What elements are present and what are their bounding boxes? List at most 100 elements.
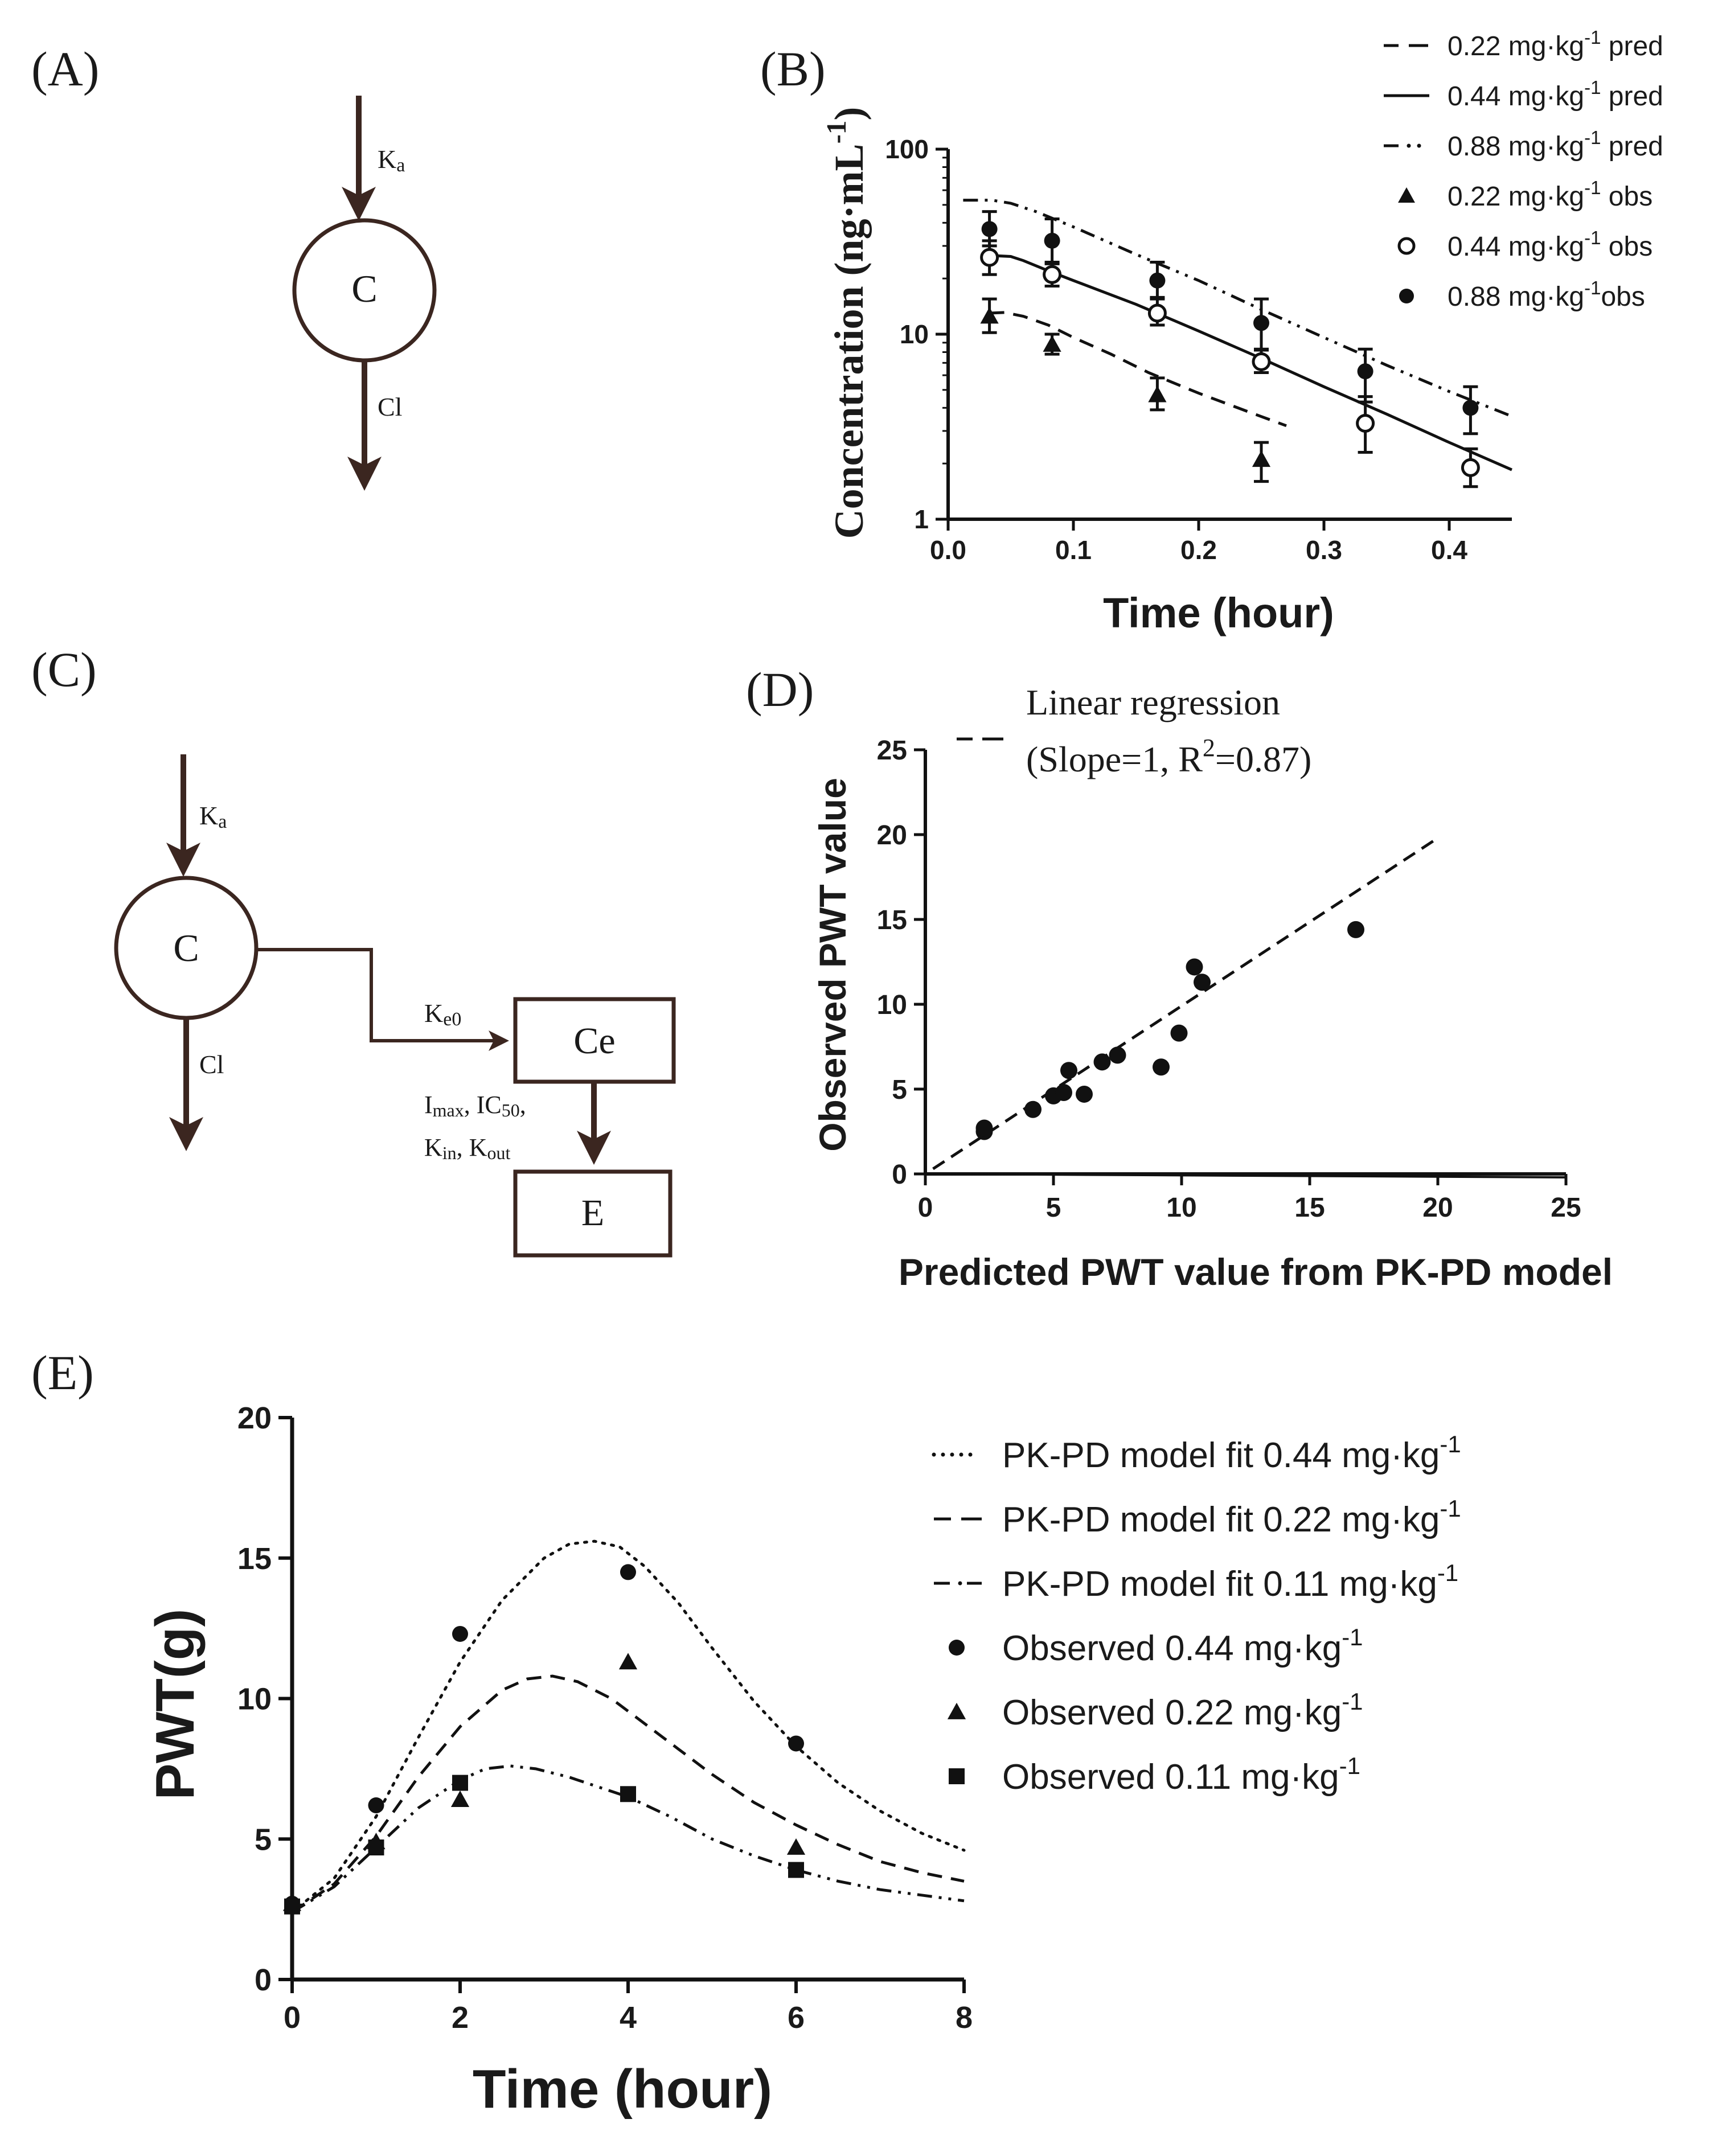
data-point (1024, 1100, 1042, 1118)
data-point (1043, 335, 1061, 352)
y-axis-title: PWT(g) (145, 1609, 206, 1800)
legend-label: 0.22 mg·kg-1 pred (1448, 27, 1663, 61)
diagram-c-cl-label: Cl (199, 1050, 224, 1079)
data-point (368, 1797, 384, 1814)
subscript: max (433, 1100, 464, 1120)
data-point (981, 221, 998, 237)
text-run: ) (826, 107, 872, 121)
data-point (452, 1775, 468, 1791)
data-point (368, 1839, 384, 1856)
x-tick-label: 6 (788, 2001, 805, 2035)
x-tick-label: 0.1 (1055, 535, 1092, 565)
legend-dot (1407, 143, 1411, 148)
y-tick-label: 20 (877, 820, 907, 851)
x-tick-label: 5 (1046, 1193, 1061, 1223)
data-point (450, 1790, 470, 1808)
legend-dot (959, 1452, 963, 1457)
legend-dot (941, 1452, 945, 1457)
data-point (788, 1862, 804, 1878)
y-tick-label: 5 (892, 1075, 907, 1105)
x-tick-label: 2 (452, 2001, 469, 2035)
legend-symbol (1397, 237, 1416, 255)
subscript: 50 (502, 1100, 520, 1120)
legend-label: Observed 0.11 mg·kg-1 (1002, 1752, 1360, 1797)
x-tick-label: 0 (918, 1193, 933, 1223)
legend-dot (950, 1452, 954, 1457)
text-run: , (520, 1091, 526, 1119)
text-run: Observed 0.22 mg·kg (1002, 1693, 1342, 1732)
chart-d: 0 5 10 15 20 25 0 5 10 15 20 25 Predicted PWT value … (811, 682, 1613, 1293)
superscript: -1 (1584, 227, 1601, 248)
text-run: pred (1601, 81, 1663, 112)
data-point (1093, 1053, 1111, 1071)
data-point (1076, 1085, 1093, 1103)
superscript: -1 (1584, 27, 1601, 48)
data-point (1149, 272, 1166, 289)
data-point (1109, 1046, 1126, 1064)
text-run: PK-PD model fit 0.11 mg·kg (1002, 1564, 1437, 1604)
diagram-c-ce-label: Ce (573, 1020, 615, 1062)
diagram-c-effect-e (513, 1169, 673, 1258)
legend-symbol (949, 1768, 965, 1784)
data-point (620, 1786, 636, 1802)
text-run: 0.22 mg·kg (1448, 182, 1584, 212)
panel-label-c: (C) (31, 642, 97, 697)
regression-line (932, 838, 1436, 1171)
diagram-c-ke0-arrow (257, 948, 509, 1051)
x-tick-label: 10 (1166, 1193, 1196, 1223)
x-tick-label: 20 (1422, 1193, 1453, 1223)
superscript: -1 (821, 121, 852, 144)
superscript: -1 (1440, 1495, 1461, 1522)
text-run: Concentration (ng·mL (826, 143, 872, 539)
data-point (1153, 1058, 1170, 1076)
x-tick-label: 0.0 (930, 535, 966, 565)
legend-marker (1397, 237, 1416, 255)
legend-marker (949, 1768, 965, 1784)
legend-symbol (1398, 187, 1415, 203)
series-line (290, 1539, 966, 1914)
y-tick-label: 0 (892, 1160, 907, 1190)
legend-symbol (1384, 143, 1421, 148)
superscript: -1 (1339, 1752, 1360, 1779)
y-tick-label: 1 (914, 504, 929, 534)
diagram-c-c-label: C (173, 926, 199, 970)
legend-label: 0.44 mg·kg-1 obs (1448, 227, 1653, 262)
legend-symbol (934, 1581, 982, 1586)
superscript: -1 (1342, 1624, 1363, 1650)
superscript: -1 (1584, 277, 1601, 298)
text-run: 0.44 mg·kg (1448, 232, 1584, 262)
text-run: , K (457, 1134, 487, 1161)
data-point (980, 307, 999, 324)
y-tick-label: 25 (877, 736, 907, 766)
y-axis-title: Observed PWT value (811, 778, 854, 1152)
diagram-a-compartment-c (292, 218, 437, 363)
text-run: obs (1601, 282, 1645, 312)
legend-symbol (1399, 289, 1414, 303)
diagram-a-c-label: C (351, 267, 377, 310)
diagram-c: C Ce E Ka Cl Ke0 Imax, IC50, Kin, Kout (114, 754, 676, 1258)
x-tick-label: 25 (1551, 1193, 1581, 1223)
superscript: 2 (1203, 734, 1215, 762)
series-line (989, 311, 1287, 428)
text-run: K (424, 1134, 442, 1161)
diagram-c-e-label: E (581, 1192, 604, 1234)
text-run: Observed 0.44 mg·kg (1002, 1629, 1342, 1668)
y-tick-label: 0 (255, 1963, 272, 1997)
legend-marker (947, 1702, 966, 1719)
text-run: obs (1601, 182, 1653, 212)
data-point (1044, 232, 1060, 249)
data-point (1462, 400, 1479, 416)
legend-dot (932, 1452, 936, 1457)
x-tick-label: 0.4 (1431, 535, 1467, 565)
y-tick-label: 100 (885, 134, 929, 164)
x-tick-label: 4 (620, 2001, 637, 2035)
data-point (1252, 450, 1271, 467)
y-tick-label: 5 (255, 1822, 272, 1857)
text-run: pred (1601, 31, 1663, 61)
series-line (989, 254, 1513, 471)
data-point (1147, 303, 1167, 323)
text-run: pred (1601, 132, 1663, 162)
data-point (788, 1735, 804, 1752)
y-tick-label: 10 (877, 990, 907, 1020)
legend-dot (968, 1452, 973, 1457)
